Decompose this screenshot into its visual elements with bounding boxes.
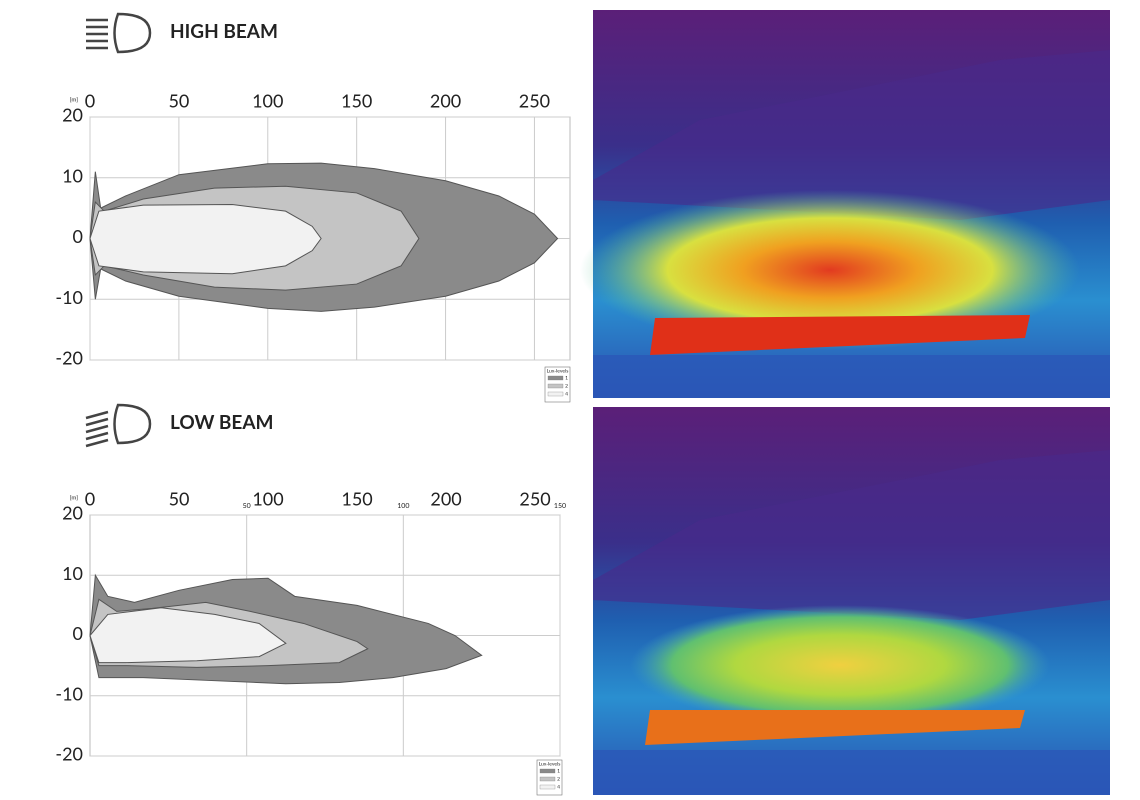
lux-contour — [89, 203, 322, 275]
legend-label: 1 — [565, 375, 568, 381]
low-beam-icon — [85, 403, 152, 448]
y-tick-label: 20 — [62, 104, 83, 126]
y-tick-label: 10 — [62, 562, 83, 584]
x-tick-label: 150 — [341, 90, 372, 112]
y-tick-label: -20 — [55, 347, 83, 369]
x-tick-label: 150 — [341, 488, 372, 510]
x2-tick-label: 50 — [243, 502, 251, 510]
x-tick-label: 0 — [85, 488, 95, 510]
thermal-photo-low — [593, 407, 1110, 795]
lux-contour — [89, 607, 287, 664]
legend-label: 2 — [557, 776, 560, 782]
x-tick-label: 200 — [430, 90, 461, 112]
x-tick-label: 100 — [252, 488, 283, 510]
x-tick-label: 0 — [85, 90, 95, 112]
y-tick-label: 20 — [62, 502, 83, 524]
x-tick-label: 50 — [169, 488, 190, 510]
x2-tick-label: 150 — [554, 502, 566, 510]
legend-label: 4 — [565, 391, 568, 397]
legend-label: 4 — [557, 784, 560, 790]
x-tick-label: 250 — [519, 90, 550, 112]
chart-title: LOW BEAM — [170, 411, 274, 434]
legend-swatch — [539, 784, 556, 790]
legend-label: 2 — [565, 383, 568, 389]
unit-label: [m] — [70, 97, 78, 104]
x-tick-label: 50 — [168, 90, 189, 112]
y-tick-label: -10 — [55, 682, 83, 704]
y-tick-label: 0 — [73, 622, 83, 644]
thermal-photo-high — [580, 10, 1110, 398]
unit-label: [m] — [70, 495, 78, 502]
y-tick-label: -20 — [55, 743, 83, 765]
legend-swatch — [539, 768, 556, 774]
y-tick-label: 10 — [62, 164, 83, 186]
legend-label: 1 — [557, 768, 560, 774]
y-tick-label: -10 — [55, 286, 83, 308]
x-tick-label: 100 — [252, 90, 283, 112]
x-tick-label: 250 — [519, 488, 550, 510]
legend-swatch — [547, 391, 564, 397]
high-beam-icon — [86, 12, 152, 54]
legend-swatch — [547, 383, 564, 389]
legend-swatch — [547, 375, 564, 381]
y-tick-label: 0 — [73, 225, 83, 247]
legend-swatch — [539, 776, 556, 782]
x2-tick-label: 100 — [397, 502, 409, 510]
legend-title: Lux-levels — [547, 368, 569, 374]
x-tick-label: 200 — [430, 488, 461, 510]
chart-title: HIGH BEAM — [170, 20, 278, 43]
legend-title: Lux-levels — [539, 761, 561, 767]
